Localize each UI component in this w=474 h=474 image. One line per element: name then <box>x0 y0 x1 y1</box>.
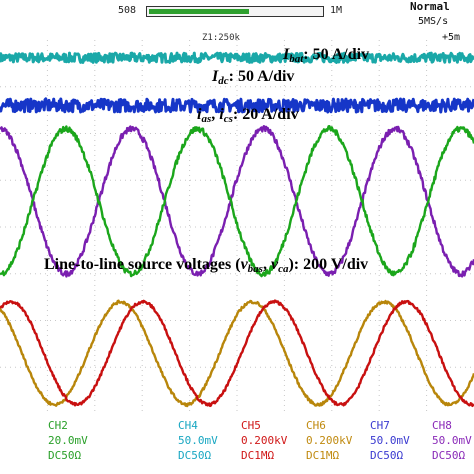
channel-ch4[interactable]: CH4 50.0mV DC50Ω <box>178 418 218 463</box>
channel-coupling: DC50Ω <box>178 449 212 462</box>
channel-name: CH2 <box>48 419 68 432</box>
trace-i-dc <box>0 97 474 114</box>
record-length: 508 <box>118 5 137 16</box>
channel-scale: 50.0mV <box>178 434 218 447</box>
channel-coupling: DC1MΩ <box>306 449 340 462</box>
channel-settings: CH2 20.0mV DC50Ω CH4 50.0mV DC50Ω CH5 0.… <box>0 414 474 474</box>
offset-readout: +5m <box>442 32 461 43</box>
memory-bar-fill <box>149 9 249 14</box>
channel-scale: 50.0mV <box>370 434 410 447</box>
channel-coupling: DC50Ω <box>432 449 466 462</box>
waveform-plot: Ibat: 50 A/div Idc: 50 A/div ias, ics: 2… <box>0 40 474 414</box>
trace-i-as <box>0 124 474 278</box>
channel-name: CH5 <box>241 419 261 432</box>
memory-length: 1M <box>330 5 343 16</box>
source-voltage-label: Line-to-line source voltages (vbas, vca)… <box>44 256 368 275</box>
channel-scale: 20.0mV <box>48 434 88 447</box>
sample-rate: 5MS/s <box>418 16 449 27</box>
channel-scale: 0.200kV <box>241 434 288 447</box>
idc-label: Idc: 50 A/div <box>211 68 294 87</box>
channel-ch6[interactable]: CH6 0.200kV DC1MΩ <box>306 418 352 463</box>
channel-name: CH7 <box>370 419 390 432</box>
traces <box>0 51 474 408</box>
channel-coupling: DC50Ω <box>48 449 82 462</box>
status-bar: 508 1M Normal 5MS/s Z1:250k +5m <box>0 0 474 43</box>
ibat-label: Ibat: 50 A/div <box>282 46 369 65</box>
channel-ch5[interactable]: CH5 0.200kV DC1MΩ <box>241 418 287 463</box>
acquisition-mode: Normal <box>410 0 450 13</box>
memory-bar <box>146 6 324 17</box>
channel-scale: 0.200kV <box>306 434 353 447</box>
ias-ics-label: ias, ics: 20 A/div <box>197 106 299 125</box>
channel-ch7[interactable]: CH7 50.0mV DC50Ω <box>370 418 410 463</box>
channel-name: CH8 <box>432 419 452 432</box>
channel-scale: 50.0mV <box>432 434 472 447</box>
channel-coupling: DC50Ω <box>370 449 404 462</box>
trace-i-cs <box>0 124 474 278</box>
trace-v-ca <box>0 299 474 408</box>
zoom-indicator: Z1:250k <box>202 33 240 43</box>
channel-ch2[interactable]: CH2 20.0mV DC50Ω <box>48 418 88 463</box>
channel-name: CH4 <box>178 419 198 432</box>
channel-ch8[interactable]: CH8 50.0mV DC50Ω <box>432 418 472 463</box>
channel-coupling: DC1MΩ <box>241 449 275 462</box>
trace-i-bat <box>0 51 474 64</box>
channel-name: CH6 <box>306 419 326 432</box>
